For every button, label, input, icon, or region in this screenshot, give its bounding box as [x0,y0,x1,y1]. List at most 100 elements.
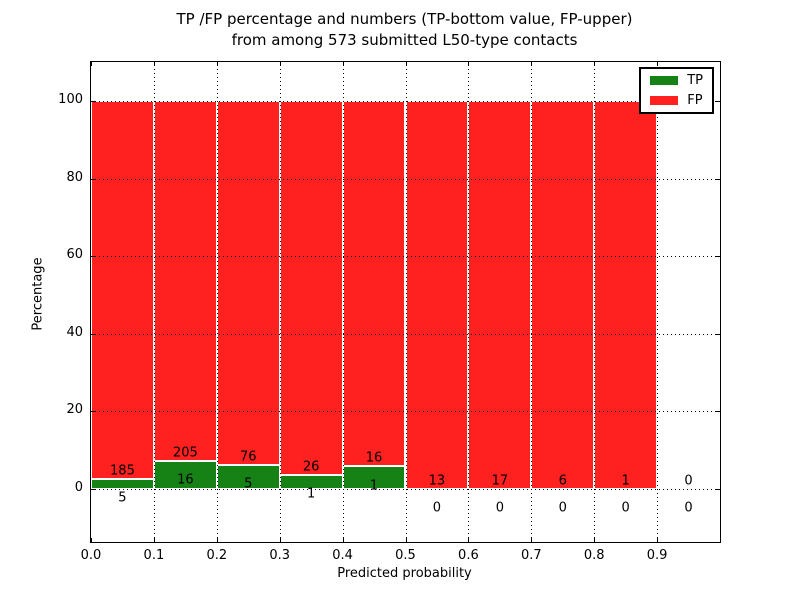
legend: TP FP [639,67,714,114]
chart-title-line2: from among 573 submitted L50-type contac… [231,31,578,49]
y-tick-right [716,489,720,490]
y-tick-label: 20 [66,402,83,418]
bar-segment-tp [153,460,217,489]
x-tick-top [279,62,281,66]
x-tick-top [342,62,344,66]
y-tick-left [91,256,95,258]
x-tick-label: 0.8 [583,548,605,563]
bar-segment-fp [342,101,406,467]
x-tick-label: 0.9 [646,548,668,563]
bar-segment-fp [531,101,595,489]
v-gridline [594,62,596,542]
x-tick-top [594,62,596,66]
tp-count-label: 16 [177,472,194,488]
x-tick-top [720,62,721,66]
fp-count-label: 1 [621,473,630,489]
fp-count-label: 205 [172,445,198,461]
y-tick-label: 0 [74,480,83,495]
fp-count-label: 76 [239,449,257,465]
x-tick-label: 0.0 [80,548,102,563]
fp-count-label: 13 [428,473,446,489]
legend-item-fp: FP [650,94,703,107]
x-tick-label: 0.4 [332,548,353,563]
bar-segment-fp [216,101,280,466]
x-tick-bottom [342,538,344,542]
y-tick-label: 40 [66,324,83,340]
y-tick-label: 100 [58,92,83,107]
x-tick-top [531,62,533,66]
tp-count-label: 1 [307,486,316,502]
tp-legend-swatch-icon [650,76,679,85]
bar-segment-tp [91,478,154,489]
y-tick-right [716,333,720,335]
y-tick-left [91,178,95,180]
x-tick-bottom [468,538,470,542]
v-gridline [216,62,218,542]
x-axis-label: Predicted probability [337,566,472,581]
x-tick-top [468,62,470,66]
y-tick-left [91,489,95,490]
v-gridline [342,62,344,542]
y-tick-left [91,411,95,413]
y-tick-right [716,411,720,413]
fp-count-label: 6 [558,473,567,489]
x-tick-bottom [153,538,155,542]
bar-segment-fp [279,101,343,475]
tp-count-label: 0 [432,500,442,516]
v-gridline [657,62,659,542]
x-tick-top [657,62,659,66]
tp-count-label: 0 [621,500,630,516]
x-tick-bottom [657,538,659,542]
y-tick-left [91,101,95,102]
fp-count-label: 185 [110,463,135,479]
fp-legend-label: FP [687,93,703,108]
tp-legend-label: TP [687,73,703,88]
y-axis-label: Percentage [30,257,46,331]
bar-segment-fp [468,101,532,489]
x-tick-top [91,62,92,66]
x-tick-label: 0.2 [206,548,228,563]
bar-segment-fp [594,101,658,489]
y-tick-label: 60 [66,247,83,263]
v-gridline [531,62,533,542]
y-tick-left [91,333,95,335]
x-tick-bottom [531,538,533,542]
tp-count-label: 1 [369,478,379,494]
x-tick-bottom [216,538,218,542]
x-tick-top [153,62,155,66]
v-gridline [279,62,281,542]
bar-segment-fp [153,101,217,461]
x-tick-bottom [279,538,281,542]
v-gridline [405,62,407,542]
tp-count-label: 0 [684,500,693,516]
x-tick-label: 0.5 [395,548,416,563]
y-tick-right [716,256,720,258]
y-tick-label: 80 [66,169,83,185]
bar-segment-fp [91,101,154,479]
fp-legend-swatch-icon [650,96,679,105]
tp-count-label: 5 [244,476,253,492]
y-tick-right [716,101,720,102]
fp-count-label: 26 [302,459,320,475]
chart-title-line1: TP /FP percentage and numbers (TP-bottom… [176,10,633,28]
x-tick-top [405,62,407,66]
x-tick-bottom [720,538,721,542]
fp-count-label: 16 [365,450,383,466]
tp-count-label: 0 [558,500,567,516]
y-tick-right [716,178,720,180]
x-tick-bottom [405,538,407,542]
v-gridline [153,62,155,542]
x-tick-label: 0.1 [143,548,165,563]
x-tick-label: 0.6 [458,548,479,563]
tp-count-label: 0 [495,500,504,516]
v-gridline [468,62,470,542]
tp-count-label: 5 [118,490,127,506]
fp-count-label: 17 [491,473,509,489]
x-tick-top [216,62,218,66]
x-tick-bottom [594,538,596,542]
legend-item-tp: TP [650,74,703,87]
x-tick-label: 0.3 [269,548,291,563]
bar-segment-fp [405,101,469,489]
x-tick-label: 0.7 [520,548,542,563]
